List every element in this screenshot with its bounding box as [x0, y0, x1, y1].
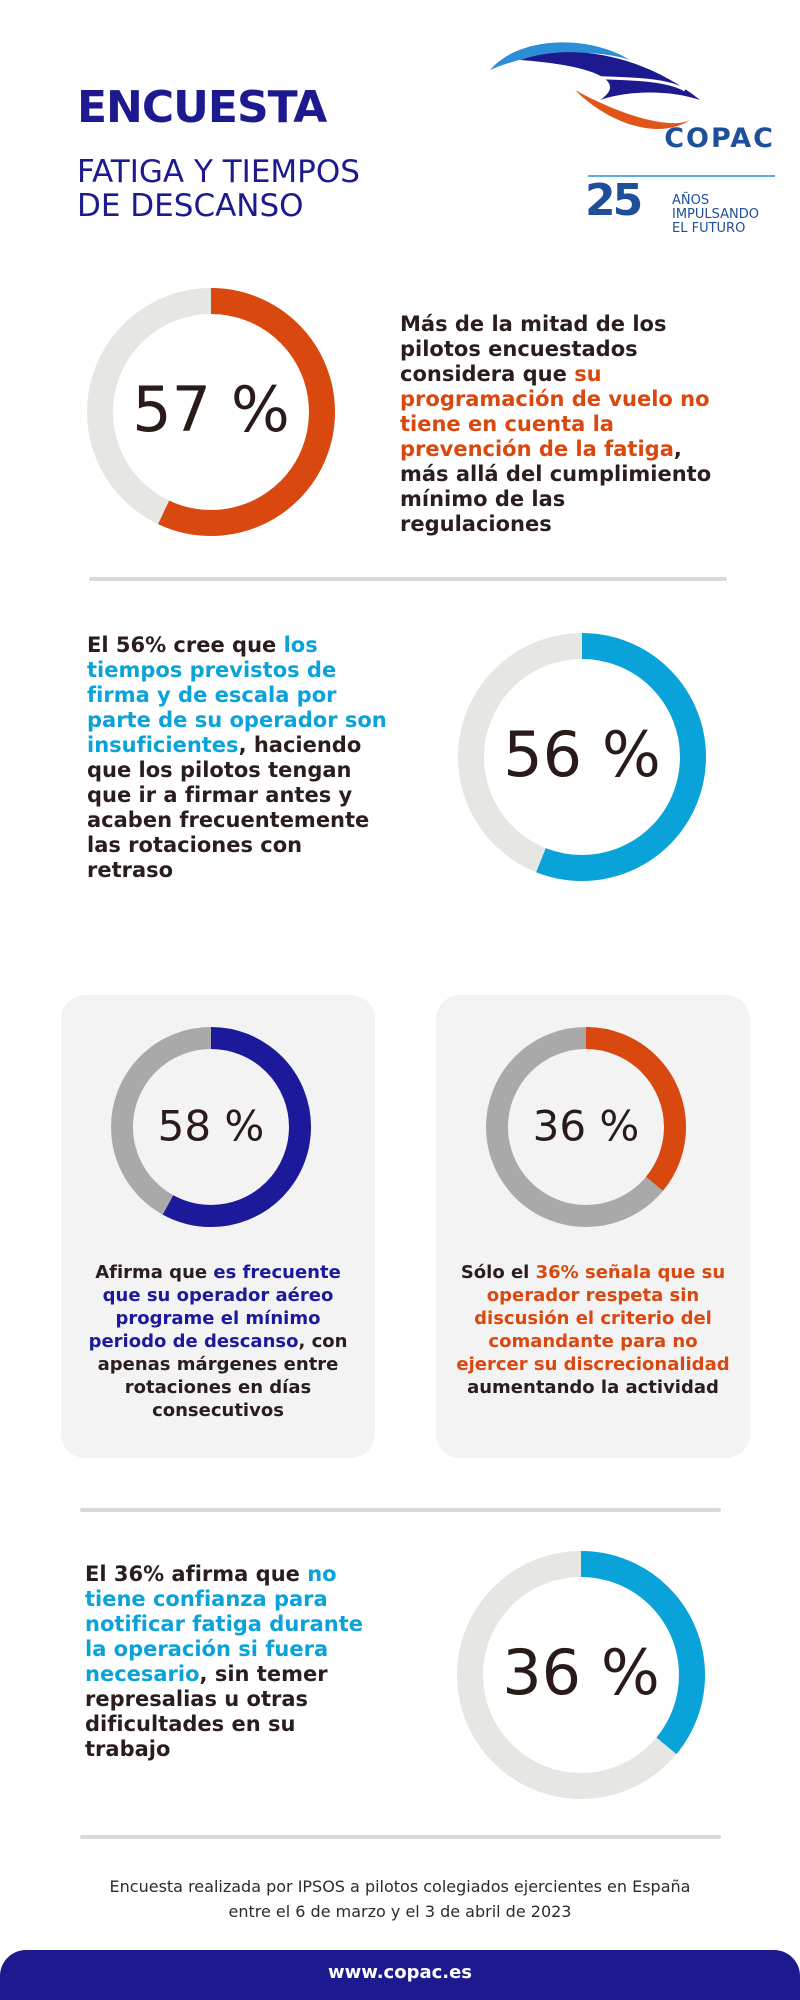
stat-text-part: El 56% cree que [87, 633, 284, 657]
donut-arc [486, 1027, 686, 1227]
divider [80, 1508, 721, 1512]
stat-text-part: aumentando la actividad [467, 1377, 719, 1398]
logo-years: 25 [585, 175, 641, 226]
highlight-text: no tiene confianza para notificar fatiga… [85, 1562, 364, 1686]
stat-text: Sólo el 36% señala que su operador respe… [455, 1261, 731, 1399]
footer-url[interactable]: www.copac.es [327, 1962, 473, 1983]
divider [89, 577, 727, 581]
donut-label: 36 % [502, 1636, 660, 1709]
donut-arc [111, 1027, 311, 1227]
donut-label: 58 % [158, 1102, 265, 1151]
divider [80, 1835, 721, 1839]
donut-arc [458, 633, 706, 881]
donut-chart: 36 % [457, 1551, 705, 1799]
stat-text-part: Más de la mitad de los pilotos encuestad… [400, 312, 667, 386]
footer-bar [0, 1950, 800, 2000]
stat-text: Más de la mitad de los pilotos encuestad… [400, 312, 720, 537]
donut-arc [457, 1551, 705, 1799]
stat-text: El 36% afirma que no tiene confianza par… [85, 1562, 385, 1762]
logo: COPAC 25 AÑOS IMPULSANDO EL FUTURO [490, 42, 775, 236]
highlight-text: los tiempos previstos de firma y de esca… [87, 633, 387, 757]
donut-label: 56 % [503, 718, 661, 791]
stat-text-part: Afirma que [95, 1262, 214, 1283]
highlight-text: 36% señala que su operador respeta sin d… [456, 1262, 730, 1375]
footnote: Encuesta realizada por IPSOS a pilotos c… [0, 1874, 800, 1924]
stat-text-part: Sólo el [460, 1262, 536, 1283]
donut-chart: 57 % [87, 288, 335, 536]
subtitle-line: FATIGA Y TIEMPOS [77, 154, 360, 190]
subtitle-line: DE DESCANSO [77, 188, 304, 224]
footnote-line: Encuesta realizada por IPSOS a pilotos c… [109, 1877, 691, 1896]
stat-text-part: El 36% afirma que [85, 1562, 308, 1586]
donut-label: 36 % [533, 1102, 640, 1151]
donut-label: 57 % [132, 373, 290, 446]
highlight-text: su programación de vuelo no tiene en cue… [400, 362, 710, 461]
stat-text: El 56% cree que los tiempos previstos de… [87, 633, 387, 883]
highlight-text: es frecuente que su operador aéreo progr… [88, 1262, 341, 1352]
donut-arc [87, 288, 335, 536]
stat-text-part: , haciendo que los pilotos tengan que ir… [87, 733, 370, 882]
logo-tagline: EL FUTURO [672, 221, 745, 236]
footnote-line: entre el 6 de marzo y el 3 de abril de 2… [228, 1902, 572, 1921]
stat-text: Afirma que es frecuente que su operador … [80, 1261, 356, 1422]
title: ENCUESTA [77, 82, 327, 133]
subtitle: FATIGA Y TIEMPOS DE DESCANSO [77, 155, 360, 223]
logo-name: COPAC [664, 123, 775, 154]
donut-chart: 36 % [486, 1027, 686, 1227]
stat-text-part: , más allá del cumplimiento mínimo de la… [400, 437, 712, 536]
logo-tagline: AÑOS [672, 192, 709, 208]
donut-chart: 58 % [111, 1027, 311, 1227]
logo-tagline: IMPULSANDO [672, 207, 759, 222]
stat-text-part: , sin temer represalias u otras dificult… [85, 1662, 328, 1761]
donut-chart: 56 % [458, 633, 706, 881]
stat-text-part: , con apenas márgenes entre rotaciones e… [97, 1331, 348, 1421]
